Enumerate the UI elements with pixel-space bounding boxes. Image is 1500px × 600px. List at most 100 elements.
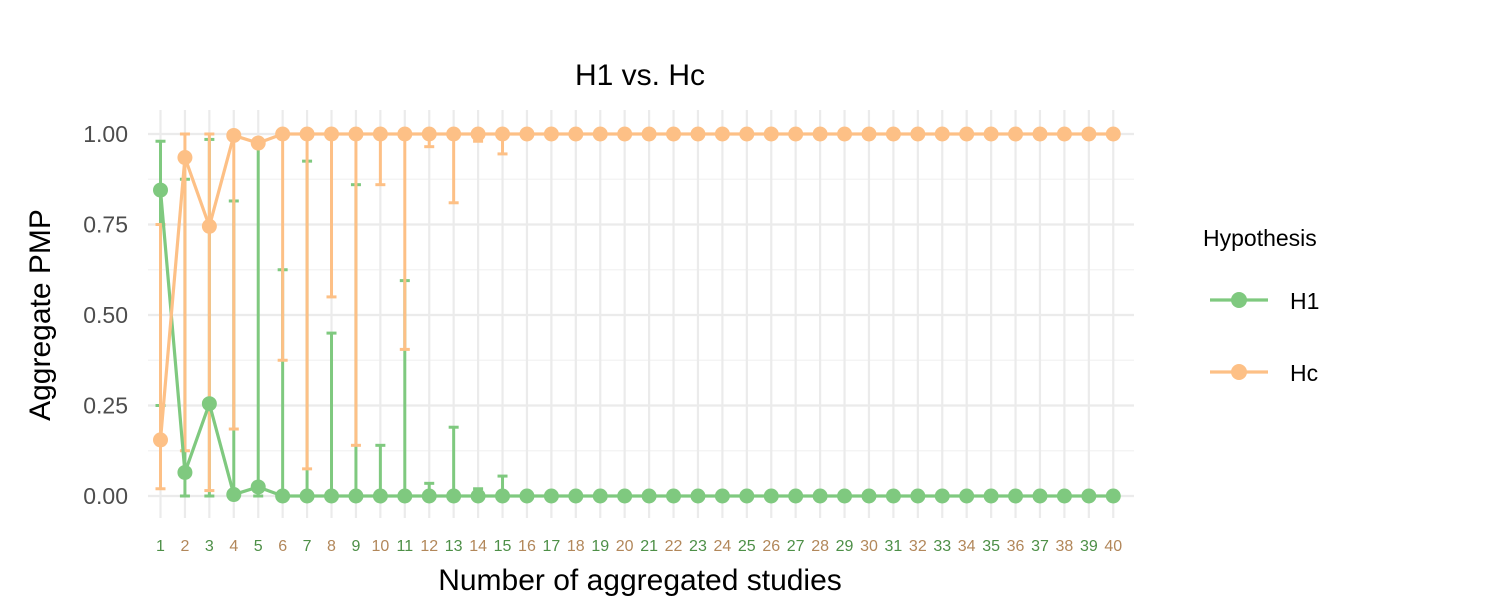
data-point-Hc — [568, 126, 584, 142]
data-point-Hc — [226, 127, 242, 143]
data-point-H1 — [739, 488, 755, 504]
x-tick-label: 38 — [1056, 538, 1074, 555]
data-point-Hc — [495, 126, 511, 142]
x-tick-label: 19 — [591, 538, 609, 555]
data-point-H1 — [885, 488, 901, 504]
x-tick-label: 37 — [1031, 538, 1049, 555]
data-point-H1 — [250, 479, 266, 495]
data-point-H1 — [421, 488, 437, 504]
legend-label: Hc — [1290, 360, 1318, 386]
data-point-Hc — [690, 126, 706, 142]
x-tick-label: 33 — [933, 538, 951, 555]
x-tick-label: 27 — [787, 538, 805, 555]
data-point-Hc — [885, 126, 901, 142]
data-points — [153, 126, 1121, 504]
x-tick-label: 20 — [616, 538, 634, 555]
chart-title: H1 vs. Hc — [575, 59, 705, 92]
x-tick-label: 8 — [327, 538, 336, 555]
gridlines — [148, 110, 1134, 518]
y-tick-label: 1.00 — [83, 121, 128, 147]
x-tick-label: 39 — [1080, 538, 1098, 555]
x-tick-label: 22 — [665, 538, 683, 555]
y-tick-label: 0.25 — [83, 393, 128, 419]
y-tick-label: 0.50 — [83, 302, 128, 328]
legend-key-point — [1231, 364, 1247, 380]
data-point-H1 — [592, 488, 608, 504]
data-point-H1 — [788, 488, 804, 504]
data-point-H1 — [495, 488, 511, 504]
series-lines — [158, 132, 1114, 498]
legend-title: Hypothesis — [1203, 225, 1317, 251]
data-point-H1 — [519, 488, 535, 504]
x-tick-label: 2 — [180, 538, 189, 555]
data-point-H1 — [983, 488, 999, 504]
data-point-H1 — [1056, 488, 1072, 504]
data-point-Hc — [934, 126, 950, 142]
x-tick-label: 9 — [351, 538, 360, 555]
data-point-Hc — [788, 126, 804, 142]
series-line-H1 — [158, 189, 1114, 498]
data-point-H1 — [934, 488, 950, 504]
x-tick-label: 12 — [420, 538, 438, 555]
x-tick-label: 4 — [229, 538, 238, 555]
data-point-Hc — [837, 126, 853, 142]
data-point-Hc — [1032, 126, 1048, 142]
data-point-H1 — [641, 488, 657, 504]
x-tick-label: 11 — [396, 538, 413, 555]
data-point-H1 — [1081, 488, 1097, 504]
data-point-Hc — [397, 126, 413, 142]
legend-key-point — [1231, 292, 1247, 308]
x-tick-label: 35 — [982, 538, 1000, 555]
data-point-H1 — [153, 182, 168, 198]
series-line-Hc — [158, 132, 1114, 441]
legend-items: H1 Hc — [1210, 288, 1319, 386]
x-tick-label: 30 — [860, 538, 878, 555]
x-axis-title: Number of aggregated studies — [438, 564, 842, 597]
data-point-H1 — [1008, 488, 1024, 504]
data-point-Hc — [617, 126, 633, 142]
data-point-H1 — [959, 488, 975, 504]
x-tick-label: 29 — [836, 538, 854, 555]
data-point-Hc — [324, 126, 340, 142]
data-point-Hc — [812, 126, 828, 142]
x-tick-label: 26 — [762, 538, 780, 555]
data-point-Hc — [177, 150, 193, 166]
x-tick-label: 6 — [278, 538, 287, 555]
data-point-H1 — [1105, 488, 1121, 504]
y-tick-label: 0.00 — [83, 483, 128, 509]
data-point-Hc — [519, 126, 535, 142]
x-tick-label: 24 — [713, 538, 731, 555]
data-point-Hc — [763, 126, 779, 142]
data-point-Hc — [201, 218, 217, 234]
data-point-H1 — [299, 488, 315, 504]
x-tick-label: 13 — [445, 538, 463, 555]
data-point-Hc — [250, 135, 266, 151]
data-point-H1 — [543, 488, 559, 504]
legend: Hypothesis H1 Hc — [1203, 225, 1319, 386]
x-tick-label: 23 — [689, 538, 707, 555]
data-point-Hc — [299, 126, 315, 142]
x-tick-label: 17 — [542, 538, 560, 555]
data-point-Hc — [666, 126, 682, 142]
x-tick-label: 34 — [958, 538, 976, 555]
x-tick-label: 15 — [494, 538, 512, 555]
data-point-Hc — [861, 126, 877, 142]
x-tick-label: 7 — [303, 538, 312, 555]
data-point-H1 — [690, 488, 706, 504]
data-point-H1 — [763, 488, 779, 504]
data-point-H1 — [177, 464, 193, 480]
x-tick-label: 14 — [469, 538, 487, 555]
y-axis-ticks: 0.00 0.25 0.50 0.75 1.00 — [83, 121, 128, 509]
x-axis-ticks: 1 2 3 4 5 6 7 8 9 10 11 12 13 14 15 16 17 18 19 20 21 22 23 24 2… — [156, 538, 1122, 555]
data-point-H1 — [275, 488, 291, 504]
data-point-Hc — [421, 126, 437, 142]
data-point-Hc — [959, 126, 975, 142]
x-tick-label: 36 — [1007, 538, 1025, 555]
data-point-Hc — [470, 126, 486, 142]
data-point-Hc — [1056, 126, 1072, 142]
data-point-Hc — [153, 432, 168, 448]
data-point-H1 — [861, 488, 877, 504]
data-point-Hc — [1081, 126, 1097, 142]
data-point-Hc — [1008, 126, 1024, 142]
